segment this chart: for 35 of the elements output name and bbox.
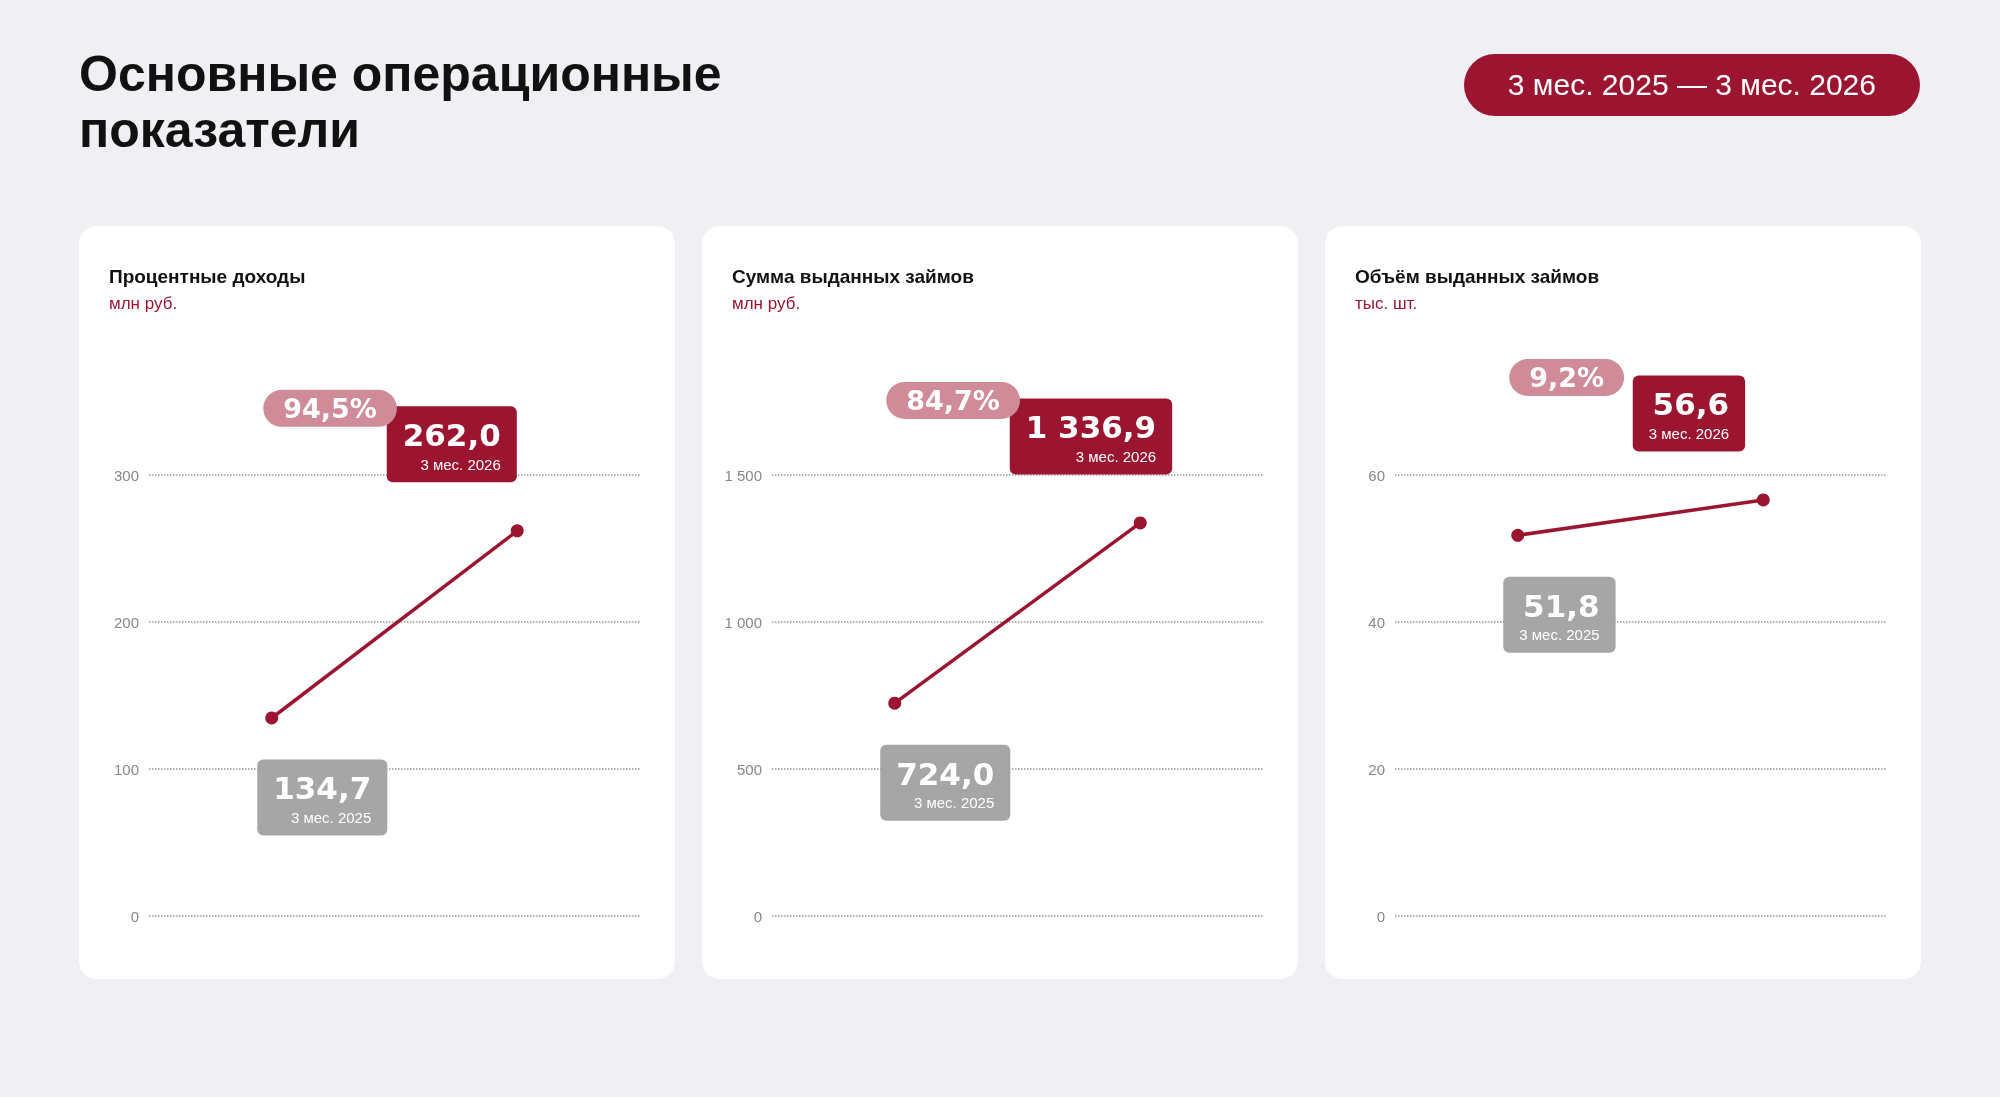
y-tick-label: 300 [113,466,139,484]
y-tick-label: 0 [753,907,762,925]
x-tick-label: 3 мес. 2026 [1648,424,1730,442]
data-label: 262,0 [402,417,501,454]
y-tick-label: 60 [1368,466,1385,484]
data-label: 56,6 [1652,386,1730,423]
data-label: 134,7 [273,770,372,807]
x-tick-label: 3 мес. 2025 [913,794,995,812]
x-tick-label: 3 мес. 2026 [420,455,501,473]
chart-subtitle: тыс. шт. [1355,294,1418,314]
chart-title: Объём выданных займов [1355,266,1600,288]
data-label: 1 336,9 [1025,409,1157,446]
chart-title: Сумма выданных займов [732,266,974,288]
y-tick-label: 0 [1376,907,1385,925]
text: 84,7% [906,384,1000,416]
data-label: 724,0 [896,755,995,792]
y-tick-label: 200 [113,613,139,631]
y-tick-label: 20 [1368,760,1385,778]
y-tick-label: 100 [113,760,139,778]
chart-subtitle: млн руб. [109,294,178,314]
text: 3 мес. 2025 — 3 мес. 2026 [1463,54,1920,116]
y-tick-label: 40 [1368,613,1385,631]
y-tick-label: 500 [736,760,762,778]
text: 9,2% [1529,361,1605,393]
y-tick-label: 0 [130,907,139,925]
y-tick-label: 1 500 [724,466,762,484]
chart-subtitle: млн руб. [732,294,801,314]
chart-title: Процентные доходы [109,266,306,288]
text: 94,5% [283,392,377,424]
data-label: 51,8 [1523,587,1600,624]
x-tick-label: 3 мес. 2025 [290,808,372,826]
x-tick-label: 3 мес. 2025 [1519,626,1600,644]
y-tick-label: 1 000 [724,613,762,631]
text: Основные операционные показатели [79,46,723,158]
x-tick-label: 3 мес. 2026 [1075,447,1157,465]
